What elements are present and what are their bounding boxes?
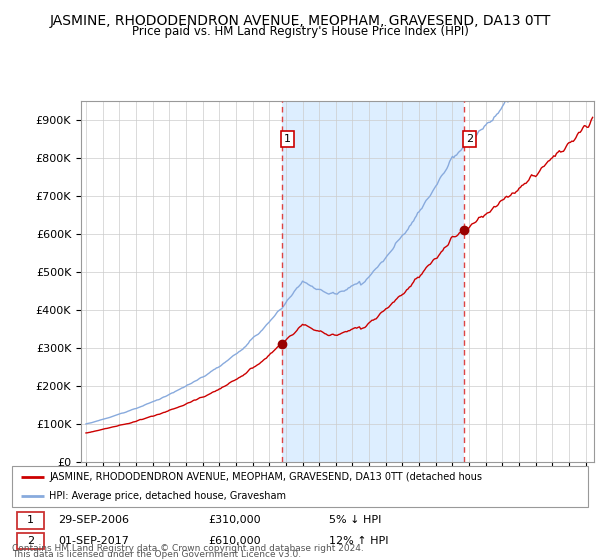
Text: JASMINE, RHODODENDRON AVENUE, MEOPHAM, GRAVESEND, DA13 0TT: JASMINE, RHODODENDRON AVENUE, MEOPHAM, G… — [49, 14, 551, 28]
Text: JASMINE, RHODODENDRON AVENUE, MEOPHAM, GRAVESEND, DA13 0TT (detached hous: JASMINE, RHODODENDRON AVENUE, MEOPHAM, G… — [49, 473, 482, 482]
Bar — [282, 101, 464, 462]
Text: Price paid vs. HM Land Registry's House Price Index (HPI): Price paid vs. HM Land Registry's House … — [131, 25, 469, 38]
Text: 2: 2 — [466, 134, 473, 144]
Text: £610,000: £610,000 — [208, 536, 260, 546]
Text: Contains HM Land Registry data © Crown copyright and database right 2024.: Contains HM Land Registry data © Crown c… — [12, 544, 364, 553]
FancyBboxPatch shape — [12, 466, 588, 507]
Text: HPI: Average price, detached house, Gravesham: HPI: Average price, detached house, Grav… — [49, 491, 286, 501]
Text: £310,000: £310,000 — [208, 515, 260, 525]
Text: 12% ↑ HPI: 12% ↑ HPI — [329, 536, 388, 546]
Text: 01-SEP-2017: 01-SEP-2017 — [58, 536, 129, 546]
Text: 29-SEP-2006: 29-SEP-2006 — [58, 515, 129, 525]
FancyBboxPatch shape — [17, 512, 44, 529]
Text: 2: 2 — [27, 536, 34, 546]
Text: 1: 1 — [284, 134, 291, 144]
Text: This data is licensed under the Open Government Licence v3.0.: This data is licensed under the Open Gov… — [12, 550, 301, 559]
Text: 1: 1 — [27, 515, 34, 525]
Text: 5% ↓ HPI: 5% ↓ HPI — [329, 515, 381, 525]
FancyBboxPatch shape — [17, 533, 44, 549]
